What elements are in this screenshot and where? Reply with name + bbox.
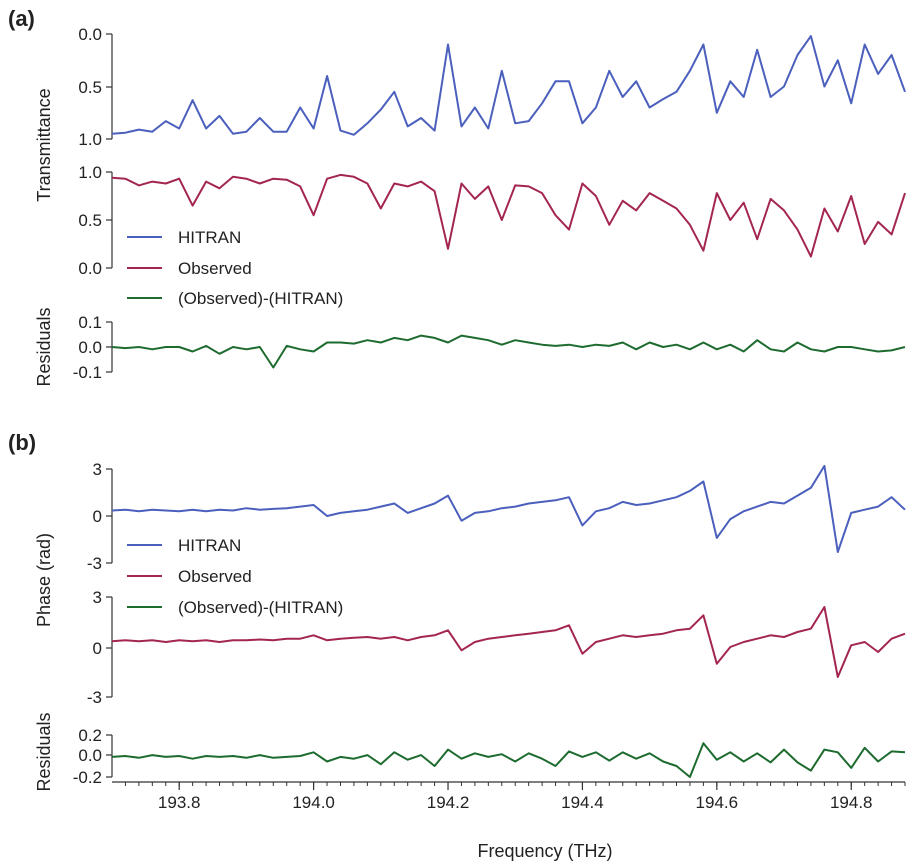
panel-b-series-top — [111, 464, 906, 553]
legend-a: HITRAN Observed (Observed)-(HITRAN) — [127, 228, 343, 308]
panel-b-residual-ytick-label: 0.2 — [78, 726, 102, 745]
panel-a-middle-ytick-label: 0.5 — [78, 211, 102, 230]
panel-a-middle-ytick-label: 0.0 — [78, 259, 102, 278]
panel-a-residual-ytick-label: 0.0 — [78, 338, 102, 357]
legend-a-observed-label: Observed — [178, 259, 252, 278]
panel-b-top-ytick-label: -3 — [87, 554, 102, 573]
legend-a-hitran-label: HITRAN — [178, 228, 241, 247]
panel-a-residual-ytick-label: -0.1 — [73, 363, 102, 382]
x-tick-label: 194.2 — [427, 793, 470, 812]
panel-a-series-top — [111, 35, 906, 136]
panel-a-top-ytick-label: 0.0 — [78, 25, 102, 44]
plot-area: 0.00.51.01.00.50.00.10.0-0.130-330-30.20… — [73, 25, 906, 812]
x-tick-label: 193.8 — [158, 793, 201, 812]
panel-b-middle-ytick-label: 0 — [93, 639, 102, 658]
panel-b-residual-ytick-label: 0.0 — [78, 746, 102, 765]
x-tick-label: 194.4 — [561, 793, 604, 812]
panel-b-top-ytick-label: 0 — [93, 507, 102, 526]
panel-b-middle-ytick-label: -3 — [87, 688, 102, 707]
panel-a-top-ytick-label: 0.5 — [78, 78, 102, 97]
xlabel-frequency: Frequency (THz) — [477, 841, 612, 861]
ylabel-transmittance: Transmittance — [34, 88, 54, 201]
legend-a-residual-label: (Observed)-(HITRAN) — [178, 289, 343, 308]
panel-label-a: (a) — [8, 6, 35, 31]
legend-b-residual-label: (Observed)-(HITRAN) — [178, 598, 343, 617]
panel-b-series-middle — [111, 606, 906, 678]
panel-a-series-middle — [111, 173, 906, 258]
panel-b-top-ytick-label: 3 — [93, 460, 102, 479]
ylabel-residuals-a: Residuals — [34, 307, 54, 386]
panel-a-series-residual — [111, 334, 906, 369]
panel-b-middle-ytick-label: 3 — [93, 588, 102, 607]
legend-b-observed-label: Observed — [178, 567, 252, 586]
legend-b: HITRAN Observed (Observed)-(HITRAN) — [127, 536, 343, 617]
panel-b-series-residual — [111, 742, 906, 778]
x-tick-label: 194.8 — [830, 793, 873, 812]
ylabel-residuals-b: Residuals — [34, 712, 54, 791]
panel-a-middle-ytick-label: 1.0 — [78, 163, 102, 182]
panel-a-top-ytick-label: 1.0 — [78, 130, 102, 149]
panel-b-residual-ytick-label: -0.2 — [73, 768, 102, 787]
legend-b-hitran-label: HITRAN — [178, 536, 241, 555]
x-tick-label: 194.6 — [696, 793, 739, 812]
panel-label-b: (b) — [8, 430, 36, 455]
x-tick-label: 194.0 — [292, 793, 335, 812]
panel-a-residual-ytick-label: 0.1 — [78, 313, 102, 332]
ylabel-phase: Phase (rad) — [34, 533, 54, 627]
